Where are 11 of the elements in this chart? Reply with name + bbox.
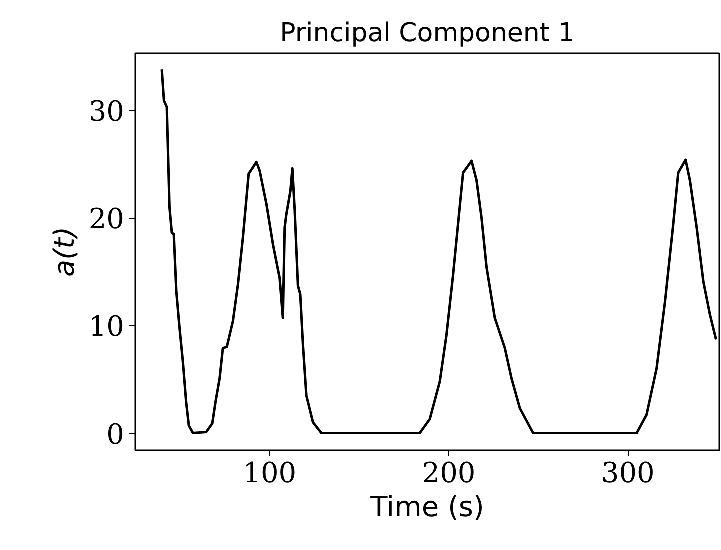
y-tick-label: 0 (106, 418, 125, 451)
chart-title: Principal Component 1 (280, 18, 575, 48)
y-tick-label: 10 (88, 310, 125, 344)
x-tick-label: 300 (601, 456, 655, 490)
x-tick-label: 200 (422, 456, 476, 490)
x-axis-title: Time (s) (370, 490, 484, 524)
y-tick-label: 30 (88, 95, 125, 128)
y-tick-label: 20 (88, 202, 125, 236)
x-tick-label: 100 (243, 456, 297, 490)
y-axis-title: a(t) (48, 227, 81, 277)
line-series (160, 68, 718, 435)
